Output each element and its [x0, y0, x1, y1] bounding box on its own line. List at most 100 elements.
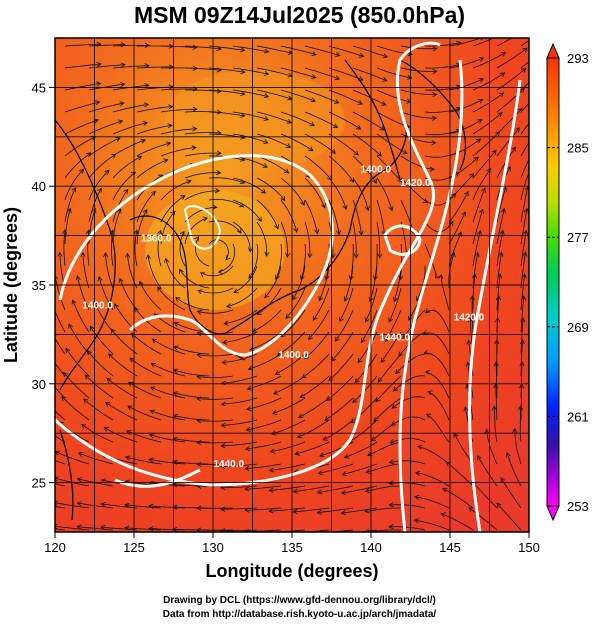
streamline — [150, 410, 186, 421]
streamline-arrow — [330, 148, 336, 154]
streamline — [134, 307, 162, 333]
streamline-arrow — [474, 251, 480, 257]
streamline-arrow — [388, 317, 394, 323]
streamline-arrow — [381, 101, 387, 106]
streamline — [400, 89, 437, 95]
streamline — [129, 357, 162, 377]
streamline-arrow — [196, 505, 202, 511]
streamline-arrow — [519, 339, 525, 345]
streamline-arrow — [89, 325, 95, 331]
streamline — [64, 136, 96, 157]
streamline-arrow — [93, 118, 99, 124]
streamline — [88, 153, 117, 179]
streamline-arrow — [494, 339, 500, 345]
streamline — [322, 419, 354, 441]
streamline — [232, 199, 262, 222]
streamline — [448, 38, 482, 47]
streamline — [472, 112, 503, 135]
streamline-arrow — [500, 207, 506, 214]
streamline — [318, 265, 330, 301]
streamline-arrow — [425, 308, 431, 314]
streamline-arrow — [450, 251, 456, 258]
streamline-arrow — [85, 229, 91, 235]
streamline-arrow — [402, 333, 408, 340]
streamline — [344, 265, 354, 302]
streamline-arrow — [197, 289, 203, 295]
streamline — [139, 281, 162, 311]
streamline-arrow — [392, 386, 399, 392]
streamline-arrow — [340, 490, 347, 496]
streamline-arrow — [541, 85, 545, 90]
streamline — [256, 155, 289, 174]
streamline-arrow — [244, 486, 250, 492]
streamline-arrow — [432, 92, 438, 98]
x-axis-title: Longitude (degrees) — [205, 561, 378, 581]
streamline-arrow — [417, 444, 423, 450]
streamline — [101, 503, 138, 509]
streamline-arrow — [100, 524, 106, 531]
streamline — [350, 397, 378, 424]
streamline — [224, 309, 258, 325]
streamline-arrow — [506, 165, 511, 172]
streamline-arrow — [202, 216, 209, 222]
streamline — [221, 419, 258, 426]
x-tick-label: 120 — [44, 540, 66, 555]
streamline-arrow — [144, 42, 150, 48]
streamline-arrow — [523, 207, 529, 213]
streamline — [496, 252, 502, 289]
streamline — [220, 529, 258, 532]
streamline-arrow — [244, 446, 251, 452]
streamline-arrow — [364, 205, 370, 212]
streamline — [425, 371, 450, 399]
y-tick-label: 40 — [32, 179, 46, 194]
streamline — [157, 286, 186, 311]
streamline — [496, 108, 523, 135]
streamline-arrow — [148, 503, 154, 509]
streamline — [493, 406, 498, 443]
streamline — [256, 287, 282, 315]
streamline-arrow — [115, 137, 121, 142]
streamline-arrow — [543, 65, 547, 69]
streamline-arrow — [479, 208, 485, 214]
streamline-arrow — [196, 440, 202, 446]
streamline-arrow — [124, 455, 131, 461]
streamline-arrow — [78, 168, 84, 174]
streamline-arrow — [311, 74, 317, 79]
streamline — [389, 460, 426, 465]
streamline — [273, 375, 306, 395]
streamline — [375, 375, 402, 402]
streamline — [101, 526, 138, 531]
streamline-arrow — [97, 187, 102, 193]
streamline — [377, 353, 402, 383]
streamline-arrow — [440, 512, 446, 518]
streamline-arrow — [316, 489, 323, 495]
streamline-arrow — [484, 428, 490, 435]
streamline — [520, 102, 529, 113]
x-tick-label: 145 — [439, 540, 461, 555]
streamline-arrow — [357, 100, 363, 105]
streamline — [424, 352, 450, 377]
streamline — [256, 133, 291, 148]
streamline-arrow — [463, 406, 469, 412]
streamline — [414, 519, 450, 531]
streamline-arrow — [497, 273, 503, 279]
streamline — [352, 89, 386, 106]
streamline — [299, 375, 330, 398]
streamline-arrow — [314, 229, 320, 235]
streamline-arrow — [353, 253, 359, 259]
streamline — [298, 397, 330, 418]
streamline-arrow — [414, 470, 421, 476]
streamline — [393, 265, 402, 302]
streamline — [179, 231, 186, 267]
streamline-arrow — [357, 357, 363, 364]
streamline-arrow — [32, 450, 37, 454]
streamline — [218, 243, 236, 273]
streamline — [179, 269, 210, 289]
streamline — [112, 122, 148, 135]
streamline-arrow — [196, 396, 202, 402]
streamline-arrow — [517, 405, 524, 411]
streamline-arrow — [80, 251, 86, 257]
x-tick-label: 140 — [360, 540, 382, 555]
streamline-arrow — [469, 295, 475, 301]
